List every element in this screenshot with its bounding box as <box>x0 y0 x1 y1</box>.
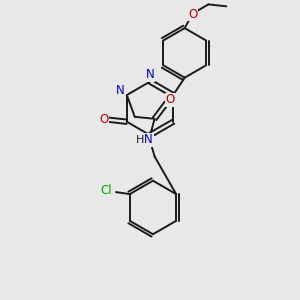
Text: N: N <box>116 84 124 97</box>
Text: N: N <box>144 133 153 146</box>
Text: O: O <box>166 94 175 106</box>
Text: N: N <box>146 68 154 81</box>
Text: O: O <box>188 8 197 21</box>
Text: Cl: Cl <box>100 184 112 196</box>
Text: O: O <box>99 113 109 126</box>
Text: H: H <box>136 135 144 145</box>
